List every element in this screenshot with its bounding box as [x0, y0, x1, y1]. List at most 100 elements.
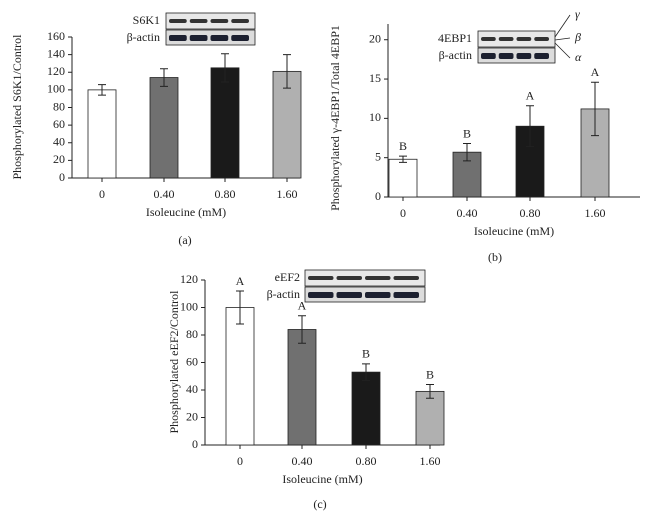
y-tick-label: 20: [53, 152, 65, 166]
y-tick-label: 0: [375, 189, 381, 203]
y-tick-label: 120: [47, 64, 65, 78]
bar: [351, 371, 381, 446]
y-tick-label: 60: [53, 117, 65, 131]
error-bar: [426, 384, 434, 399]
y-tick-label: 5: [375, 149, 381, 163]
y-tick-label: 0: [192, 437, 198, 451]
bar: [287, 329, 317, 446]
band-pointer: [554, 37, 571, 41]
band-label: α: [575, 50, 582, 64]
y-tick-label: 60: [186, 354, 198, 368]
y-axis-title: Phosphorylated eEF2/Control: [167, 290, 181, 434]
bar: [225, 307, 255, 446]
blot-band: [365, 276, 391, 280]
y-tick-label: 40: [186, 382, 198, 396]
blot-label: 4EBP1: [438, 31, 472, 45]
panel-caption: (c): [313, 497, 326, 511]
blot-band: [189, 19, 208, 23]
y-tick-label: 100: [180, 299, 198, 313]
x-axis-title: Isoleucine (mM): [146, 205, 226, 219]
blot-label: β-actin: [127, 30, 160, 44]
panel-caption: (a): [178, 233, 191, 247]
blot-band: [308, 292, 334, 298]
error-bar: [236, 290, 244, 325]
error-bar: [399, 155, 407, 163]
x-axis-title: Isoleucine (mM): [474, 224, 554, 238]
blot-band: [210, 35, 229, 41]
significance-letter: A: [298, 299, 307, 313]
blot-label: S6K1: [133, 13, 160, 27]
band-pointer: [554, 42, 571, 59]
y-tick-label: 120: [180, 272, 198, 286]
blot-band: [169, 19, 187, 23]
blot-band: [534, 37, 549, 41]
blot-band: [231, 19, 249, 23]
error-bar: [283, 54, 291, 89]
blot-band: [516, 37, 532, 41]
blot-band: [189, 35, 208, 41]
y-tick-label: 15: [369, 71, 381, 85]
y-tick-label: 20: [369, 31, 381, 45]
blot-band: [231, 35, 249, 41]
bar: [210, 67, 240, 179]
band-pointer: [554, 14, 571, 38]
y-tick-label: 40: [53, 135, 65, 149]
significance-letter: A: [526, 89, 535, 103]
blot-band: [534, 53, 549, 59]
blot-band: [365, 292, 391, 298]
panel-caption: (b): [488, 250, 502, 264]
blot-label: eEF2: [275, 270, 300, 284]
y-tick-label: 140: [47, 46, 65, 60]
x-tick-label: 1.60: [277, 187, 298, 201]
blot-label: β-actin: [267, 287, 300, 301]
y-tick-label: 100: [47, 82, 65, 96]
blot-band: [308, 276, 334, 280]
y-tick-label: 20: [186, 409, 198, 423]
significance-letter: B: [463, 126, 471, 140]
blot-band: [393, 292, 419, 298]
blot-band: [336, 292, 362, 298]
y-axis-title: Phosphorylated γ-4EBP1/Total 4EBP1: [328, 25, 342, 211]
band-label: γ: [575, 7, 580, 21]
y-tick-label: 80: [186, 327, 198, 341]
y-tick-label: 0: [59, 170, 65, 184]
band-label: β: [574, 30, 581, 44]
significance-letter: B: [362, 347, 370, 361]
x-tick-label: 0.40: [292, 454, 313, 468]
error-bar: [362, 363, 370, 381]
blot-band: [169, 35, 187, 41]
error-bar: [463, 143, 471, 162]
x-tick-label: 0.80: [520, 206, 541, 220]
significance-letter: A: [236, 274, 245, 288]
blot-label: β-actin: [439, 48, 472, 62]
bar: [388, 158, 418, 198]
bar: [272, 70, 302, 179]
x-tick-label: 1.60: [585, 206, 606, 220]
bar: [415, 390, 445, 446]
error-bar: [298, 315, 306, 344]
error-bar: [160, 68, 168, 87]
significance-letter: B: [399, 139, 407, 153]
x-tick-label: 0: [99, 187, 105, 201]
blot-band: [481, 53, 496, 59]
blot-band: [498, 37, 514, 41]
blot-band: [516, 53, 532, 59]
blot-band: [481, 37, 496, 41]
bar: [87, 89, 117, 179]
error-bar: [221, 53, 229, 83]
significance-letter: A: [591, 65, 600, 79]
error-bar: [591, 81, 599, 137]
error-bar: [526, 105, 534, 148]
x-tick-label: 0.80: [356, 454, 377, 468]
blot-band: [393, 276, 419, 280]
x-tick-label: 0: [400, 206, 406, 220]
bar: [149, 77, 179, 179]
blot-band: [498, 53, 514, 59]
y-axis-title: Phosphorylated S6K1/Control: [10, 34, 24, 180]
x-tick-label: 0: [237, 454, 243, 468]
significance-letter: B: [426, 367, 434, 381]
x-tick-label: 0.40: [154, 187, 175, 201]
x-tick-label: 1.60: [420, 454, 441, 468]
x-axis-title: Isoleucine (mM): [282, 472, 362, 486]
